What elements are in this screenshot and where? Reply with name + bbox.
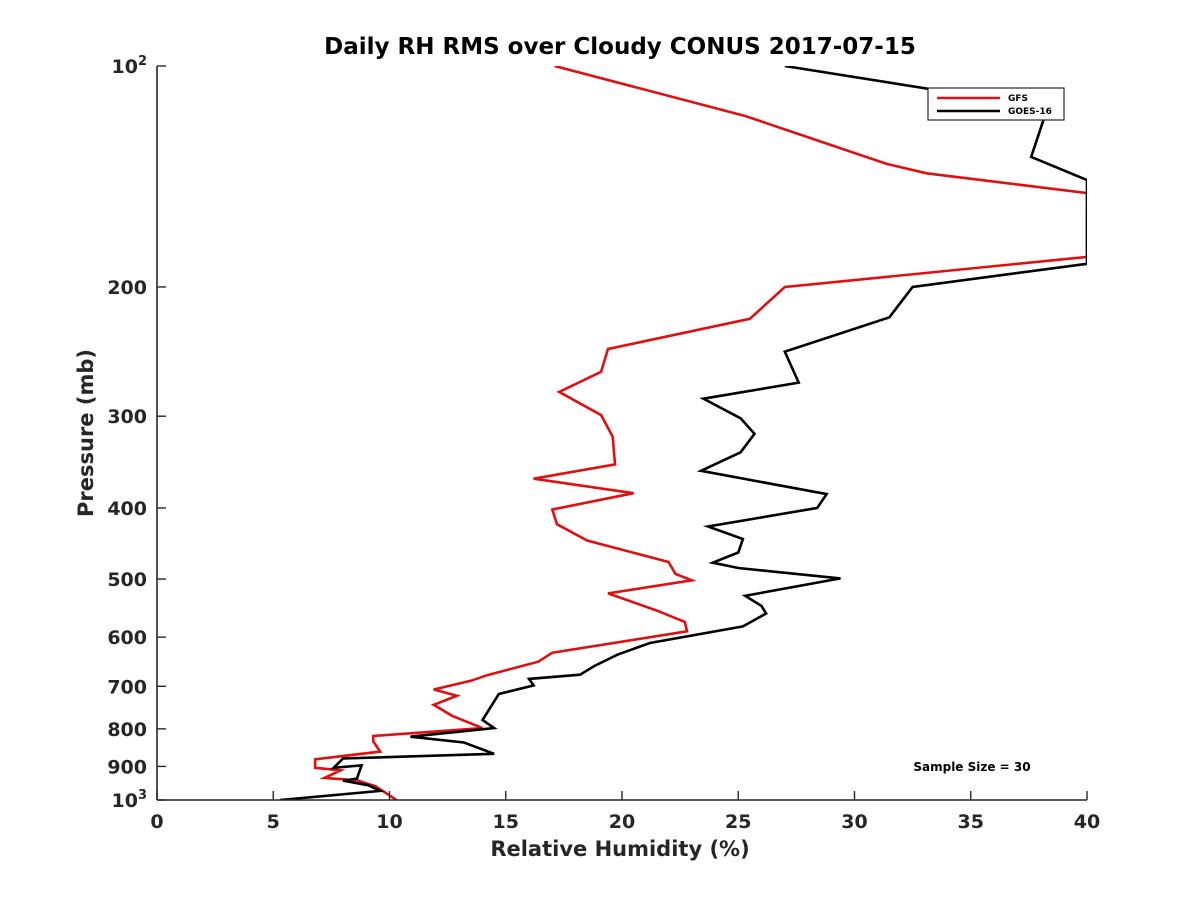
y-tick-label: 400: [107, 498, 147, 520]
legend-label: GFS: [1008, 94, 1028, 104]
series-line-goes-16: [280, 66, 1087, 800]
series-line-gfs: [313, 66, 1087, 800]
sample-size-annotation: Sample Size = 30: [913, 760, 1030, 774]
x-tick-label: 35: [958, 811, 984, 833]
legend: GFS GOES-16: [927, 87, 1065, 121]
legend-box: [927, 87, 1065, 121]
x-tick-label: 15: [493, 811, 519, 833]
x-tick-label: 40: [1074, 811, 1100, 833]
axes-layer: 0 5 10 15 20 25 30 35 40 102 200 300 400 500 600 700 800…: [107, 54, 1100, 833]
x-tick-label: 0: [150, 811, 163, 833]
x-tick-label: 30: [841, 811, 867, 833]
y-tick-label: 600: [107, 627, 147, 649]
y-tick-label: 300: [107, 406, 147, 428]
y-tick-label: 500: [107, 569, 147, 591]
y-tick-label: 102: [112, 54, 148, 78]
y-tick-label: 700: [107, 676, 147, 698]
x-tick-label: 20: [609, 811, 635, 833]
x-tick-label: 10: [376, 811, 402, 833]
x-tick-label: 25: [725, 811, 751, 833]
series-layer: [280, 66, 1087, 800]
y-tick-label: 200: [107, 277, 147, 299]
y-axis-label: Pressure (mb): [74, 349, 98, 517]
y-tick-label: 900: [107, 756, 147, 778]
chart-title: Daily RH RMS over Cloudy CONUS 2017-07-1…: [324, 34, 916, 60]
y-tick-label: 103: [112, 788, 148, 812]
x-axis-label: Relative Humidity (%): [490, 837, 749, 861]
legend-label: GOES-16: [1008, 107, 1052, 117]
y-tick-label: 800: [107, 719, 147, 741]
x-tick-label: 5: [267, 811, 280, 833]
